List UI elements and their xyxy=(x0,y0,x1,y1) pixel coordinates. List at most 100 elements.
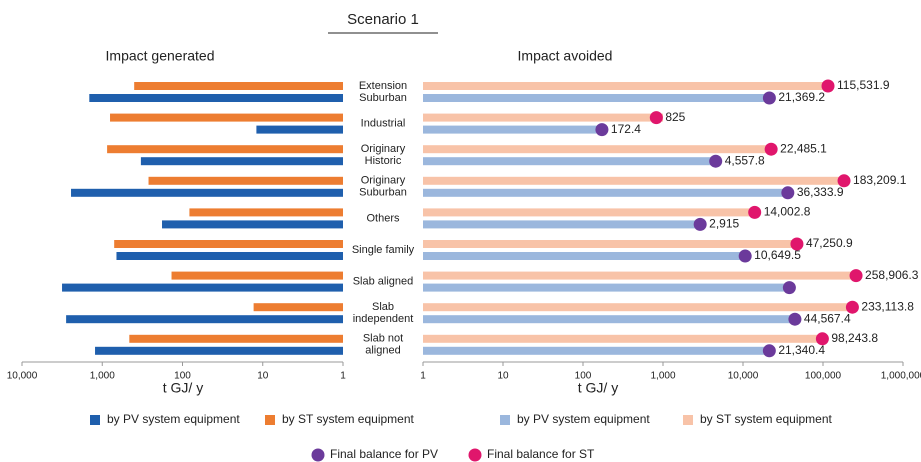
data-label: 183,209.1 xyxy=(853,173,907,187)
balance-dot xyxy=(738,249,752,263)
bar xyxy=(423,283,792,292)
category-label: Extension xyxy=(359,80,407,92)
x-tick-label: 100 xyxy=(575,371,592,382)
x-axis-label: t GJ/ y xyxy=(163,380,203,396)
bar xyxy=(423,145,773,154)
data-label: 233,113.8 xyxy=(861,299,914,313)
bar xyxy=(140,157,343,166)
data-label: 2,915 xyxy=(709,217,739,231)
balance-dot xyxy=(764,142,778,156)
bar xyxy=(423,240,798,248)
panel-title: Impact avoided xyxy=(518,48,613,64)
balance-dot xyxy=(595,123,609,137)
legend-label: by PV system equipment xyxy=(517,412,650,426)
x-tick-label: 1,000 xyxy=(90,371,115,382)
x-tick-label: 100,000 xyxy=(805,371,842,382)
bar xyxy=(171,271,343,280)
legend-label: Final balance for PV xyxy=(330,447,438,461)
data-label: 21,369.2 xyxy=(778,90,825,104)
bar xyxy=(107,145,343,154)
bar xyxy=(129,334,343,343)
data-label: 825 xyxy=(665,110,685,124)
data-label: 115,531.9 xyxy=(837,78,890,92)
bar xyxy=(423,220,703,229)
legend-swatch xyxy=(468,448,482,462)
panel-title: Impact generated xyxy=(106,48,215,64)
balance-dot xyxy=(762,344,776,358)
x-tick-label: 1 xyxy=(420,371,426,382)
bar xyxy=(253,303,343,312)
bar xyxy=(423,346,772,355)
balance-dot xyxy=(781,186,795,200)
balance-dot xyxy=(821,79,835,93)
balance-dot xyxy=(845,300,859,314)
bar xyxy=(116,252,343,260)
balance-dot xyxy=(815,332,829,346)
category-label: Slab xyxy=(372,301,394,313)
x-tick-label: 1,000 xyxy=(650,371,675,382)
bar xyxy=(423,271,858,280)
legend-swatch xyxy=(683,415,693,425)
balance-dot xyxy=(782,281,796,295)
bar xyxy=(256,125,343,134)
data-label: 22,485.1 xyxy=(780,141,827,155)
bar xyxy=(423,252,747,260)
category-label: Industrial xyxy=(361,118,406,130)
x-axis-label: t GJ/ y xyxy=(578,380,618,396)
x-tick-label: 10,000 xyxy=(7,371,38,382)
bar xyxy=(423,82,830,90)
bar xyxy=(148,176,343,185)
balance-dot xyxy=(849,269,863,283)
bar xyxy=(423,208,758,217)
balance-dot xyxy=(790,237,804,251)
balance-dot xyxy=(693,217,707,231)
data-label: 10,649.5 xyxy=(754,248,801,262)
legend-label: Final balance for ST xyxy=(487,447,595,461)
bar xyxy=(110,113,343,122)
bar xyxy=(95,346,343,355)
data-label: 258,906.3 xyxy=(865,268,919,282)
category-label: Historic xyxy=(365,155,402,167)
data-label: 4,557.8 xyxy=(725,153,765,167)
bar xyxy=(89,94,343,102)
legend-swatch xyxy=(90,415,100,425)
bar xyxy=(423,94,772,102)
legend-label: by ST system equipment xyxy=(282,412,415,426)
bar xyxy=(134,82,343,90)
category-label: Others xyxy=(366,212,400,224)
bar xyxy=(423,157,719,166)
balance-dot xyxy=(748,205,762,219)
bar xyxy=(423,188,790,197)
balance-dot xyxy=(709,154,723,168)
balance-dot xyxy=(649,111,663,125)
bar xyxy=(114,240,343,248)
data-label: 36,333.9 xyxy=(797,185,844,199)
bar xyxy=(189,208,343,217)
x-tick-label: 100 xyxy=(174,371,191,382)
category-label: Originary xyxy=(361,175,406,187)
balance-dot xyxy=(762,91,776,105)
x-tick-label: 1 xyxy=(340,371,346,382)
legend-swatch xyxy=(265,415,275,425)
category-label: independent xyxy=(353,313,414,325)
data-label: 14,002.8 xyxy=(764,205,811,219)
bar xyxy=(423,303,854,312)
data-label: 21,340.4 xyxy=(778,343,825,357)
bar xyxy=(423,315,797,324)
legend-swatch xyxy=(311,448,325,462)
balance-dot xyxy=(837,174,851,188)
bar xyxy=(423,176,846,185)
category-label: aligned xyxy=(365,345,400,357)
data-label: 172.4 xyxy=(611,122,641,136)
bar xyxy=(66,315,344,324)
legend-label: by ST system equipment xyxy=(700,412,833,426)
data-label: 98,243.8 xyxy=(831,331,878,345)
category-label: Slab aligned xyxy=(353,276,414,288)
bar xyxy=(423,334,823,343)
x-tick-label: 1,000,000 xyxy=(881,371,921,382)
data-label: 47,250.9 xyxy=(806,236,853,250)
balance-dot xyxy=(788,312,802,326)
main-title: Scenario 1 xyxy=(347,11,419,28)
category-label: Originary xyxy=(361,143,406,155)
